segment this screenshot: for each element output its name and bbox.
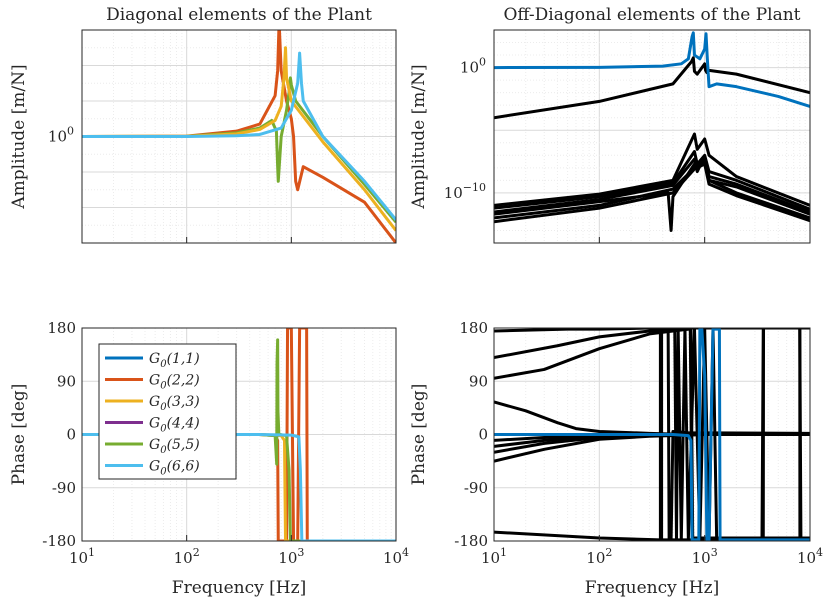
series-group bbox=[494, 328, 810, 541]
offdiag-phase-plot: 101 102 103 104 180 90 0 -90 -180 Phase [deg] Freq… bbox=[409, 319, 823, 598]
series-line-G33-2 bbox=[82, 46, 396, 232]
legend-entry: G0(5,5) bbox=[149, 437, 200, 456]
x-tick-label: 104 bbox=[383, 546, 409, 567]
y-axis-label: Amplitude [m/N] bbox=[409, 64, 429, 209]
y-tick-label: 90 bbox=[469, 372, 488, 390]
y-tick-label: 100 bbox=[48, 125, 74, 146]
y-tick-label: -90 bbox=[52, 479, 76, 497]
diag-amplitude-plot: 100 Diagonal elements of the Plant Amplitu… bbox=[9, 5, 397, 244]
y-tick-label: -180 bbox=[42, 532, 76, 550]
y-axis-label: Phase [deg] bbox=[409, 384, 429, 486]
y-axis-label: Amplitude [m/N] bbox=[9, 64, 29, 209]
series-line-G11-7 bbox=[494, 31, 810, 108]
legend-entry: G0(4,4) bbox=[149, 416, 200, 435]
axes-frame bbox=[493, 327, 811, 542]
y-axis-label: Phase [deg] bbox=[9, 384, 29, 486]
series-line-G11-13 bbox=[494, 328, 810, 541]
legend-entry: G0(2,2) bbox=[149, 373, 200, 392]
x-tick-label: 104 bbox=[797, 546, 823, 567]
y-tick-label: 180 bbox=[459, 319, 488, 337]
series-line-G66-3 bbox=[82, 433, 396, 541]
x-tick-label: 102 bbox=[586, 546, 612, 567]
series-line-offdiag-6 bbox=[494, 162, 810, 224]
series-group bbox=[82, 328, 396, 541]
y-tick-label: -90 bbox=[464, 479, 488, 497]
x-tick-label: 101 bbox=[481, 546, 507, 567]
y-tick-label: 0 bbox=[478, 426, 488, 444]
diag-phase-plot: 101 102 103 104 180 90 0 -90 -180 Phase [deg] Freq… bbox=[9, 319, 409, 598]
x-axis-label: Frequency [Hz] bbox=[585, 578, 719, 598]
series-line-G55-1 bbox=[82, 76, 396, 224]
y-tick-label: 10−10 bbox=[444, 181, 486, 202]
axes-frame bbox=[81, 327, 397, 542]
x-tick-label: 101 bbox=[69, 546, 95, 567]
y-tick-label: 0 bbox=[66, 426, 76, 444]
x-tick-label: 102 bbox=[174, 546, 200, 567]
series-group bbox=[494, 31, 810, 232]
legend-entry: G0(1,1) bbox=[149, 351, 200, 370]
series-line-offdiag-1 bbox=[494, 132, 810, 207]
y-tick-label: 90 bbox=[57, 372, 76, 390]
axes-frame bbox=[81, 29, 397, 244]
series-group bbox=[82, 30, 396, 243]
y-tick-label: 100 bbox=[460, 56, 486, 77]
series-line-offdiag-10 bbox=[666, 328, 810, 541]
legend-box bbox=[98, 343, 237, 480]
series-line-offdiag-2 bbox=[494, 328, 810, 333]
series-line-offdiag-5 bbox=[494, 157, 810, 220]
x-tick-label: 103 bbox=[278, 546, 304, 567]
x-axis-label: Frequency [Hz] bbox=[172, 578, 306, 598]
legend: G0(1,1) G0(2,2) G0(3,3) G0(4,4) G0(5,5) G0(6,… bbox=[98, 343, 237, 480]
legend-entry: G0(6,6) bbox=[149, 459, 200, 478]
y-tick-label: -180 bbox=[454, 532, 488, 550]
y-tick-label: 180 bbox=[47, 319, 76, 337]
plot-title: Off-Diagonal elements of the Plant bbox=[503, 5, 800, 25]
legend-entry: G0(3,3) bbox=[149, 394, 200, 413]
series-line-offdiag-3 bbox=[494, 155, 810, 214]
series-line-G55-2 bbox=[82, 338, 396, 541]
offdiag-amplitude-plot: 100 10−10 Off-Diagonal elements of the Pla… bbox=[409, 5, 811, 244]
series-line-G66-3 bbox=[82, 51, 396, 221]
plot-title: Diagonal elements of the Plant bbox=[106, 5, 372, 25]
axes-frame bbox=[493, 29, 811, 244]
x-tick-label: 103 bbox=[692, 546, 718, 567]
